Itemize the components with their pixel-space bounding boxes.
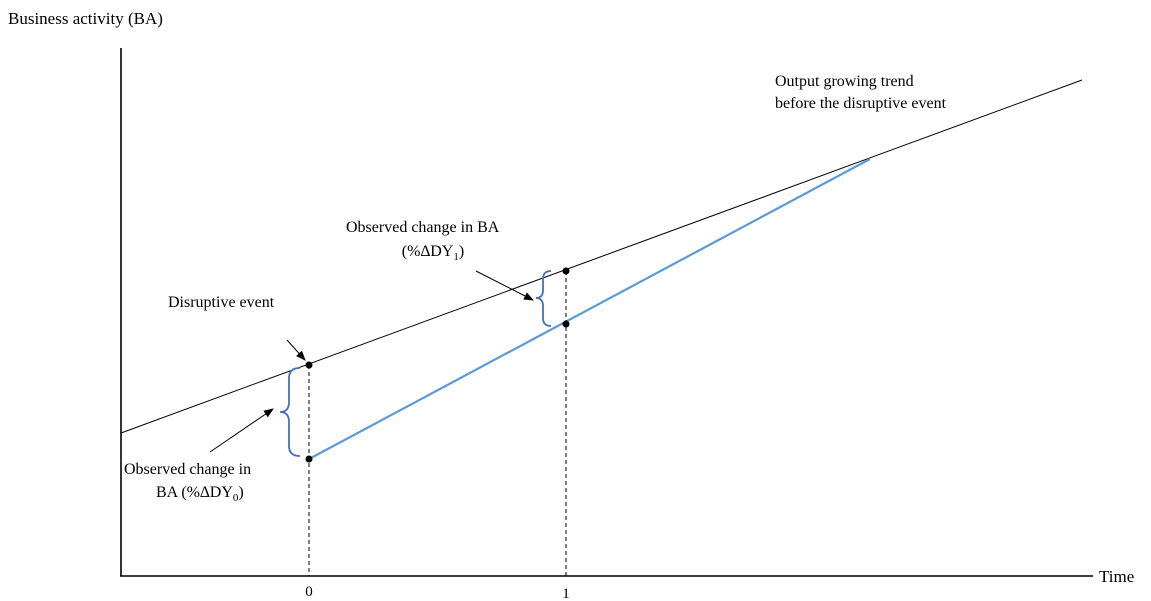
arrow-change-1 bbox=[475, 270, 534, 301]
change-1-close: ) bbox=[459, 243, 464, 260]
brace-t0 bbox=[279, 367, 301, 457]
point-trend-t0 bbox=[305, 361, 313, 369]
x-tick-0: 0 bbox=[305, 584, 313, 600]
change-1-label-line1: Observed change in BA bbox=[346, 219, 500, 236]
change-1-open: (% bbox=[402, 243, 421, 260]
change-0-subscript: 0 bbox=[233, 492, 239, 504]
change-0-prefix: BA (% bbox=[156, 484, 200, 501]
trend-label-line1: Output growing trend bbox=[775, 73, 914, 90]
change-0-dy: DY bbox=[210, 484, 234, 501]
post-event-line bbox=[308, 158, 871, 460]
disruptive-event-label: Disruptive event bbox=[168, 294, 275, 311]
point-trend-t1 bbox=[562, 267, 570, 275]
arrow-disruptive-event bbox=[286, 339, 306, 361]
point-actual-t0 bbox=[305, 455, 313, 463]
arrow-change-0 bbox=[209, 408, 274, 453]
pre-event-trend-line bbox=[120, 79, 1083, 434]
y-axis-label: Business activity (BA) bbox=[8, 9, 163, 28]
point-actual-t1 bbox=[562, 320, 570, 328]
change-1-subscript: 1 bbox=[453, 251, 459, 263]
brace-t1 bbox=[535, 270, 552, 327]
trend-label-line2: before the disruptive event bbox=[775, 95, 947, 112]
change-1-label-line2: (%∆DY1) bbox=[402, 243, 464, 263]
change-1-dy: DY bbox=[430, 243, 454, 260]
x-axis-label: Time bbox=[1099, 567, 1134, 586]
delta-symbol-1: ∆ bbox=[420, 243, 430, 260]
x-tick-1: 1 bbox=[562, 586, 570, 601]
change-0-label-line1: Observed change in bbox=[124, 461, 251, 478]
delta-symbol-0: ∆ bbox=[200, 484, 210, 501]
change-0-close: ) bbox=[238, 484, 243, 501]
change-0-label-line2: BA (%∆DY0) bbox=[156, 484, 244, 504]
